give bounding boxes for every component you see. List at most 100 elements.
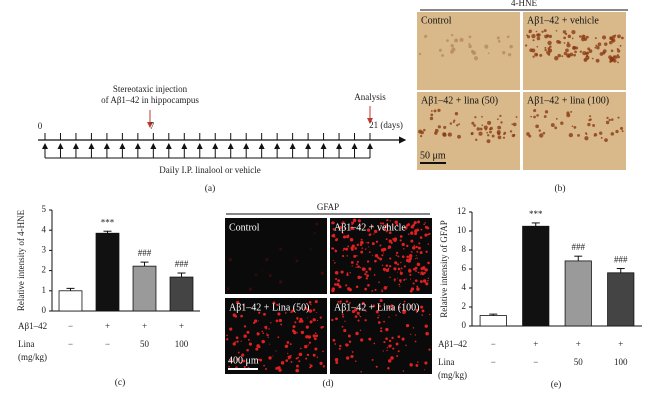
- stain: [306, 317, 308, 319]
- stain: [594, 37, 597, 40]
- stain: [383, 252, 385, 254]
- stain: [409, 289, 413, 293]
- stain: [348, 340, 352, 344]
- stain: [388, 344, 392, 348]
- stain: [546, 50, 551, 55]
- stain: [497, 40, 501, 43]
- stain: [296, 332, 298, 334]
- annotation: of Aβ1–42 in hippocampus: [101, 95, 199, 105]
- stain: [608, 40, 613, 45]
- stain: [416, 250, 419, 253]
- stain: [306, 353, 310, 357]
- stain: [394, 220, 398, 224]
- stain: [359, 315, 362, 318]
- stain: [314, 332, 317, 335]
- stain: [423, 269, 425, 271]
- micrographs: Control Aβ1–42 + vehicle Aβ1–42 + lina (50…: [417, 12, 626, 170]
- y-tick-label: 2: [42, 265, 47, 275]
- image-label: Aβ1–42 + lina (100): [527, 95, 609, 106]
- day-label: 21 (days): [369, 120, 403, 130]
- stain: [278, 318, 282, 323]
- stain: [358, 314, 360, 316]
- stain: [371, 255, 373, 257]
- stain: [314, 347, 318, 351]
- stain: [228, 258, 233, 262]
- condition-value: −: [533, 357, 538, 367]
- stain: [365, 277, 369, 280]
- stain: [616, 54, 619, 57]
- condition-value: +: [179, 321, 184, 331]
- stain: [259, 358, 263, 362]
- stain: [342, 235, 347, 239]
- stain: [379, 299, 383, 303]
- stain: [380, 327, 383, 330]
- stain: [423, 128, 426, 132]
- stain: [334, 262, 336, 264]
- stain: [381, 264, 384, 266]
- stain: [377, 316, 379, 319]
- stain: [419, 273, 422, 275]
- stain: [356, 311, 360, 315]
- stain: [310, 303, 312, 306]
- stain: [280, 361, 285, 365]
- stain: [420, 228, 423, 231]
- bar: [95, 232, 120, 312]
- stain: [331, 288, 335, 293]
- stain: [373, 342, 376, 345]
- stain: [342, 221, 345, 224]
- stain: [442, 132, 447, 137]
- stain: [268, 273, 272, 277]
- stain: [374, 259, 377, 263]
- stain: [295, 259, 299, 263]
- stain: [263, 364, 265, 367]
- stain: [240, 314, 243, 318]
- stain: [395, 254, 398, 257]
- stain: [228, 365, 230, 368]
- condition-value: 50: [574, 357, 584, 367]
- stain: [621, 130, 624, 133]
- stain: [417, 220, 421, 224]
- stain: [419, 280, 423, 283]
- stain: [595, 58, 600, 63]
- stain: [562, 30, 567, 34]
- stain: [368, 251, 371, 254]
- stain: [414, 230, 417, 233]
- stain: [600, 136, 603, 139]
- stain: [315, 311, 317, 314]
- day-ticks: [42, 133, 373, 158]
- stain: [573, 125, 577, 129]
- stain: [316, 319, 319, 322]
- stain: [543, 115, 547, 118]
- stain: [240, 362, 242, 364]
- stain: [420, 130, 424, 135]
- stain: [383, 227, 387, 231]
- stain: [264, 368, 267, 371]
- stain: [418, 272, 420, 274]
- stain: [415, 270, 417, 273]
- stain: [595, 44, 598, 47]
- stain: [365, 310, 367, 312]
- condition-value: +: [533, 339, 538, 349]
- stain: [285, 346, 287, 348]
- stain: [344, 320, 346, 322]
- stain: [290, 360, 293, 363]
- stain: [526, 35, 531, 39]
- stain: [542, 131, 546, 135]
- stain: [268, 356, 272, 360]
- stain: [408, 254, 413, 258]
- stain: [587, 47, 591, 51]
- stain: [424, 369, 426, 371]
- stain: [497, 135, 502, 140]
- condition-name: Aβ1–42: [438, 339, 467, 349]
- micrographs: Control Aβ1–42 + vehicle Aβ1–42 + Lina (50…: [225, 218, 432, 374]
- stain: [262, 332, 265, 335]
- stain: [434, 131, 438, 135]
- stain: [555, 29, 558, 32]
- annotation: Analysis: [354, 92, 386, 102]
- stain: [241, 353, 245, 357]
- stain: [265, 258, 269, 262]
- stain: [396, 263, 400, 266]
- stain: [309, 363, 311, 366]
- stain: [344, 227, 347, 230]
- stain: [422, 279, 427, 283]
